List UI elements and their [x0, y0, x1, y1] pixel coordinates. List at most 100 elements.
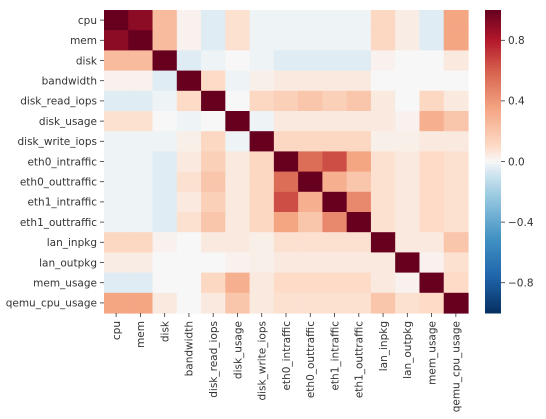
heatmap-cell [346, 90, 372, 112]
colorbar-segment [485, 90, 501, 94]
x-tick-label: lan_outpkg [402, 321, 414, 379]
colorbar-segment [485, 267, 501, 271]
colorbar-segment [485, 196, 501, 200]
heatmap-cell [419, 131, 445, 152]
heatmap-cell [225, 111, 251, 132]
heatmap-cell [201, 252, 226, 274]
heatmap-cell [176, 292, 202, 314]
y-tick-label: bandwidth [42, 76, 97, 88]
heatmap-cell [443, 212, 469, 233]
heatmap-cell [249, 272, 275, 294]
heatmap-cell [322, 272, 348, 294]
colorbar-segment [485, 302, 501, 306]
heatmap-cell [346, 70, 372, 92]
colorbar-tick-label: 0.4 [508, 96, 525, 108]
heatmap-cell [249, 70, 275, 92]
colorbar-segment [485, 55, 501, 59]
colorbar-segment [485, 63, 501, 67]
heatmap-cell [419, 30, 445, 51]
heatmap-cell [322, 90, 348, 112]
heatmap-cell [176, 232, 202, 253]
heatmap-cell [443, 171, 469, 193]
colorbar-segment [485, 191, 501, 195]
colorbar-segment [485, 133, 501, 137]
heatmap-cell [298, 272, 323, 294]
x-tick-label: eth1_outtraffic [354, 321, 366, 398]
heatmap-cell [249, 10, 275, 31]
heatmap-cell [322, 191, 348, 213]
heatmap-cell [370, 252, 396, 274]
y-tick-label: disk_usage [39, 116, 97, 128]
heatmap-cell [176, 131, 202, 152]
heatmap-cell [128, 232, 154, 253]
y-tick-label: mem_usage [33, 278, 97, 290]
heatmap-cell [249, 212, 275, 233]
y-tick-label: eth0_outtraffic [20, 177, 97, 189]
heatmap-cell [128, 292, 154, 314]
colorbar-segment [485, 121, 501, 125]
heatmap-cell [273, 232, 299, 253]
heatmap-cell [443, 191, 469, 213]
heatmap-cell [395, 272, 421, 294]
heatmap-cell [128, 212, 154, 233]
heatmap-cell [249, 111, 275, 132]
heatmap-cell [298, 30, 323, 51]
colorbar-segment [485, 234, 501, 238]
colorbar-segment [485, 78, 501, 82]
heatmap-cell [201, 171, 226, 193]
heatmap-cell [395, 171, 421, 193]
colorbar-segment [485, 126, 501, 130]
heatmap-cell [201, 292, 226, 314]
colorbar-segment [485, 244, 501, 248]
colorbar-segment [485, 252, 501, 256]
colorbar-segment [485, 158, 501, 162]
heatmap-cell [225, 30, 251, 51]
heatmap-cell [395, 151, 421, 173]
colorbar-segment [485, 151, 501, 155]
colorbar-segment [485, 212, 501, 216]
colorbar-segment [485, 17, 501, 21]
heatmap-cell [225, 151, 251, 173]
heatmap-cell [273, 272, 299, 294]
heatmap-cell [443, 70, 469, 92]
colorbar-segment [485, 103, 501, 107]
x-tick-labels: cpu mem disk bandwidth disk_read_iops disk_us… [111, 313, 463, 412]
heatmap-cell [322, 171, 348, 193]
heatmap-cell [443, 151, 469, 173]
colorbar-segment [485, 12, 501, 16]
heatmap-cell [419, 292, 445, 314]
heatmap-cell [322, 252, 348, 274]
colorbar-segment [485, 22, 501, 26]
heatmap-cell [346, 111, 372, 132]
heatmap-cell [346, 252, 372, 274]
colorbar-segment [485, 297, 501, 301]
heatmap-cell [201, 50, 226, 72]
colorbar-segment [485, 148, 501, 152]
colorbar-segment [485, 257, 501, 261]
heatmap-cell [225, 252, 251, 274]
heatmap-cell [225, 191, 251, 213]
heatmap-cell [370, 232, 396, 253]
x-tick-label: lan_inpkg [378, 321, 390, 371]
heatmap-cell [201, 272, 226, 294]
colorbar-segment [485, 20, 501, 24]
heatmap-cell [104, 131, 129, 152]
colorbar-segment [485, 10, 501, 14]
heatmap-cell [152, 212, 178, 233]
colorbar-segment [485, 169, 501, 173]
heatmap-cell [322, 50, 348, 72]
colorbar-segment [485, 171, 501, 175]
heatmap-cell [249, 90, 275, 112]
heatmap-cell [370, 90, 396, 112]
heatmap-cell [322, 30, 348, 51]
colorbar-segment [485, 161, 501, 165]
heatmap-cell [273, 10, 299, 31]
y-tick-label: eth0_intraffic [27, 156, 97, 168]
colorbar-segment [485, 143, 501, 147]
heatmap-cell [176, 191, 202, 213]
heatmap-cell [273, 50, 299, 72]
heatmap-cell [225, 272, 251, 294]
colorbar-segment [485, 174, 501, 178]
colorbar-segment [485, 138, 501, 142]
heatmap-cell [128, 191, 154, 213]
